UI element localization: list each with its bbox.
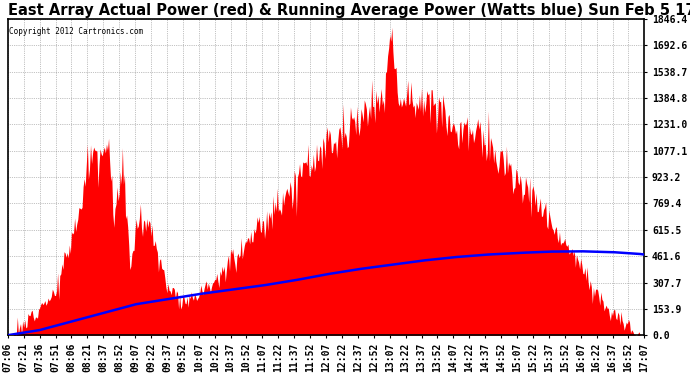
Text: Copyright 2012 Cartronics.com: Copyright 2012 Cartronics.com <box>9 27 144 36</box>
Text: East Array Actual Power (red) & Running Average Power (Watts blue) Sun Feb 5 17:: East Array Actual Power (red) & Running … <box>8 3 690 18</box>
